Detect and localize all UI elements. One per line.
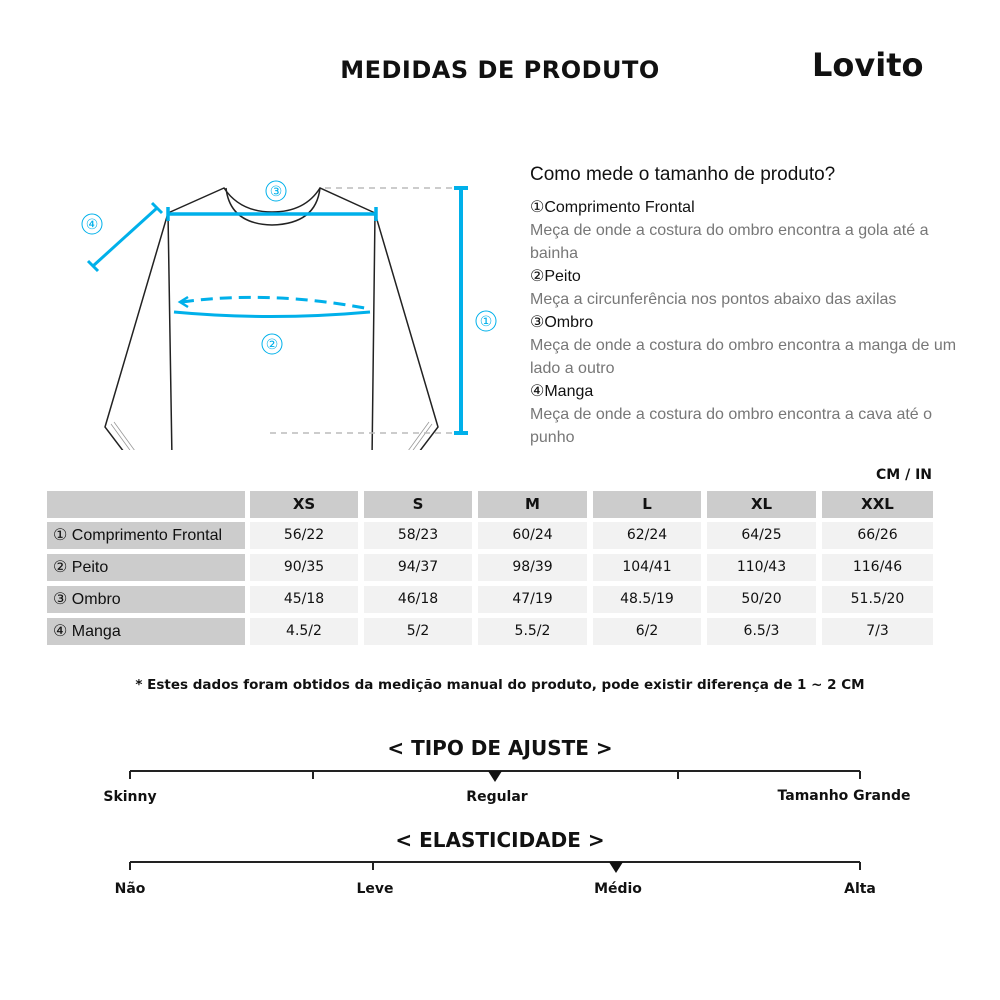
guide-desc: Meça de onde a costura do ombro encontra… [530,406,933,446]
fit-selected-marker [488,771,502,782]
table-cell: 60/24 [478,522,587,549]
table-cell: 62/24 [593,522,701,549]
fit-scale [129,770,861,782]
table-cell: 94/37 [364,554,472,581]
marker-1: ① [480,314,493,330]
size-header: XXL [822,491,933,518]
marker-2: ② [266,337,279,353]
elasticity-selected-marker [609,862,623,873]
table-cell: 66/26 [822,522,933,549]
table-cell: 48.5/19 [593,586,701,613]
brand-logo: Lovito [812,46,924,84]
size-header: XL [707,491,816,518]
table-cell: 98/39 [478,554,587,581]
table-cell: 47/19 [478,586,587,613]
guide-desc: Meça de onde a costura do ombro encontra… [530,222,929,262]
measurement-guide: Como mede o tamanho de produto? ①Comprim… [530,164,970,449]
guide-heading: ③Ombro [530,314,594,331]
guide-question: Como mede o tamanho de produto? [530,164,836,185]
table-cell: 104/41 [593,554,701,581]
marker-3: ③ [270,184,283,200]
size-header: S [364,491,472,518]
elasticity-title: < ELASTICIDADE > [395,828,605,852]
row-label: ② Peito [47,554,245,581]
elasticity-label: Não [114,881,146,897]
table-cell: 5/2 [364,618,472,645]
row-label: ③ Ombro [47,586,245,613]
table-cell: 5.5/2 [478,618,587,645]
guide-heading: ②Peito [530,268,581,285]
table-cell: 4.5/2 [250,618,358,645]
table-cell: 56/22 [250,522,358,549]
tshirt-outline [104,187,439,450]
marker-4: ④ [86,217,99,233]
size-header: L [593,491,701,518]
guide-desc: Meça de onde a costura do ombro encontra… [530,337,957,377]
guide-heading: ①Comprimento Frontal [530,199,695,216]
table-cell: 6/2 [593,618,701,645]
elasticity-label: Médio [594,881,642,897]
size-header: XS [250,491,358,518]
page-title: MEDIDAS DE PRODUTO [340,56,660,84]
table-cell: 6.5/3 [707,618,816,645]
elasticity-label: Leve [356,881,394,897]
chest-measure-line [173,310,371,318]
table-cell: 51.5/20 [822,586,933,613]
sleeve-measure-line [91,206,159,268]
table-corner [47,491,245,518]
table-cell: 116/46 [822,554,933,581]
size-header: M [478,491,587,518]
table-cell: 45/18 [250,586,358,613]
table-cell: 46/18 [364,586,472,613]
row-label: ① Comprimento Frontal [47,522,245,549]
guide-desc: Meça a circunferência nos pontos abaixo … [530,291,897,308]
table-cell: 64/25 [707,522,816,549]
fit-label: Tamanho Grande [777,788,911,804]
elasticity-label: Alta [844,881,876,897]
guide-heading: ④Manga [530,383,594,400]
table-cell: 7/3 [822,618,933,645]
unit-label: CM / IN [876,467,932,483]
elasticity-scale [129,861,861,873]
table-cell: 58/23 [364,522,472,549]
row-label: ④ Manga [47,618,245,645]
table-cell: 50/20 [707,586,816,613]
table-cell: 110/43 [707,554,816,581]
fit-title: < TIPO DE AJUSTE > [387,736,613,760]
measurement-note: * Estes dados foram obtidos da medição m… [135,677,865,693]
tshirt-diagram: ① ② ③ ④ [81,180,497,450]
fit-label: Regular [466,789,528,805]
fit-label: Skinny [103,789,157,805]
table-cell: 90/35 [250,554,358,581]
